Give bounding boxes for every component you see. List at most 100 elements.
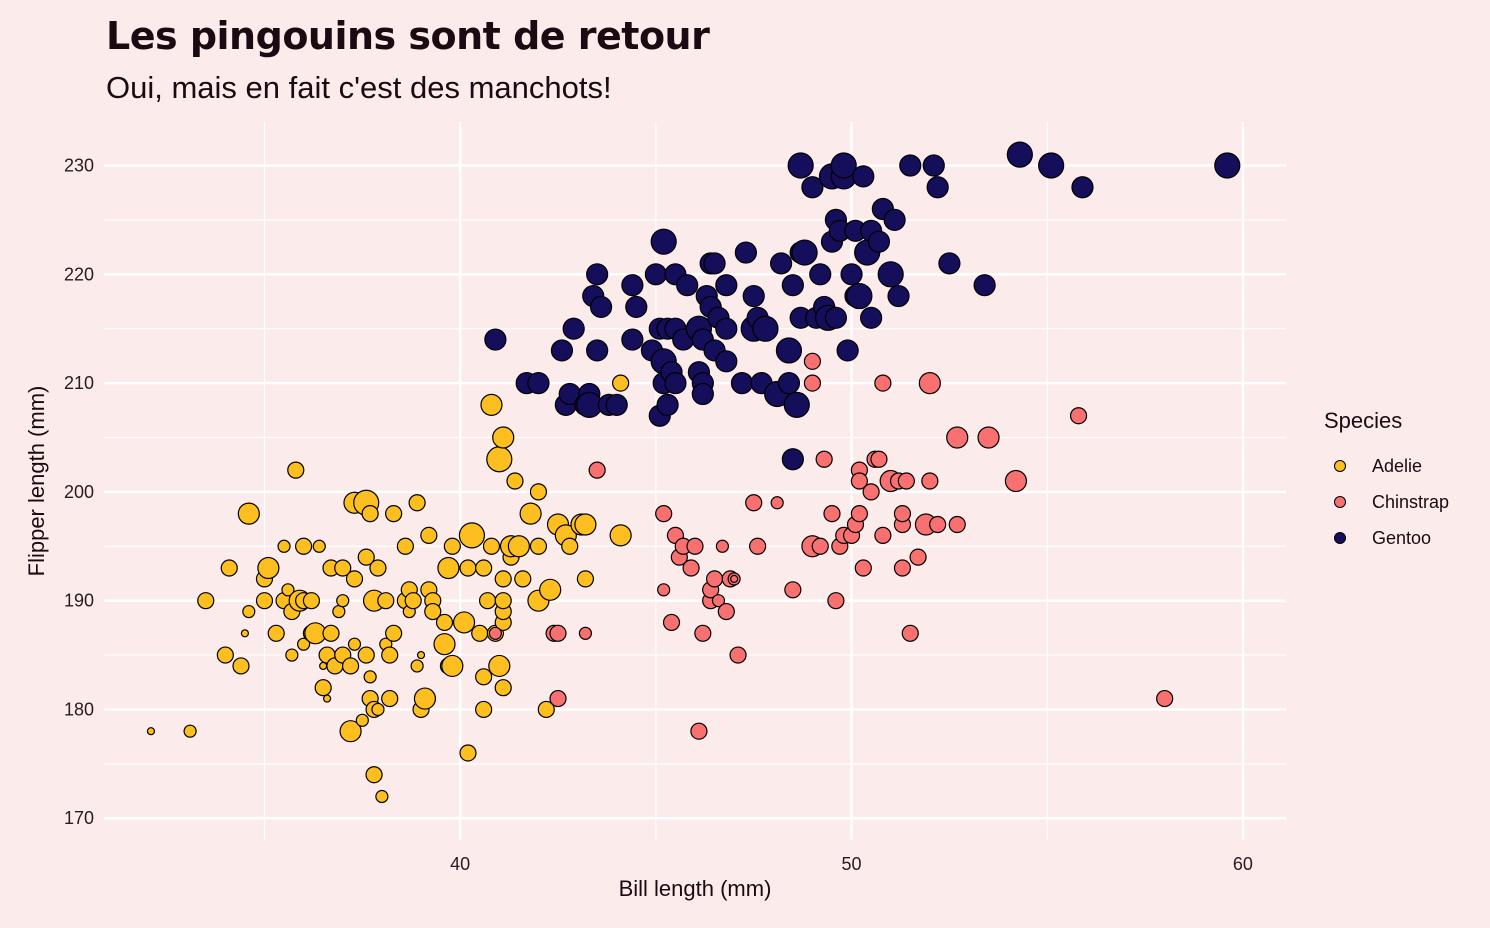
data-point [770,496,784,510]
data-point [783,391,810,418]
y-tick-label: 170 [64,808,94,828]
y-tick-label: 190 [64,591,94,611]
data-point [385,624,403,642]
data-point [901,624,919,642]
data-point [887,284,910,308]
data-point [815,450,833,468]
data-point [921,472,939,490]
data-point [302,592,321,610]
data-point [381,646,399,664]
data-point [441,654,464,678]
data-point [625,295,648,319]
data-point [1156,689,1174,708]
data-point [650,228,677,255]
data-point [711,594,726,608]
data-point [314,679,332,697]
data-point [922,154,945,177]
data-point [867,230,891,253]
legend-label: Chinstrap [1372,491,1450,512]
data-point [775,337,803,364]
data-point [662,613,681,632]
data-point [494,570,512,588]
data-point [488,626,502,640]
data-point [686,537,704,555]
data-point [334,559,352,577]
data-point [285,648,299,662]
data-point [506,472,524,490]
data-point [803,374,822,392]
y-tick-label: 180 [64,699,94,719]
data-point [948,515,966,534]
data-point [578,626,593,640]
data-point [691,382,714,406]
data-point [408,494,426,512]
data-point [361,505,379,523]
data-point [357,548,375,566]
data-point [484,328,507,351]
chart-title: Les pingouins sont de retour [106,14,710,58]
data-point [377,592,395,610]
data-point [561,537,579,555]
data-point [287,461,305,479]
data-point [612,374,630,392]
x-tick-label: 50 [842,854,862,874]
data-point [458,522,486,549]
data-point [369,559,387,577]
data-point [480,393,503,416]
y-tick-label: 220 [64,264,94,284]
data-point [385,505,403,523]
data-point [240,629,250,638]
data-point [803,352,822,370]
data-point [918,371,941,395]
data-point [494,592,512,610]
data-point [777,371,801,395]
data-point [784,581,802,599]
data-point [494,679,512,697]
data-point [529,483,548,501]
data-point [770,252,793,275]
data-point [339,720,362,743]
data-point [396,537,414,555]
data-point [237,502,260,525]
data-point [745,494,763,512]
data-point [550,339,574,362]
data-point [562,317,585,340]
data-point [519,502,542,525]
data-point [605,393,628,416]
data-point [539,578,562,601]
data-point [475,559,493,577]
data-point [621,328,644,351]
data-point [1069,407,1088,425]
data-point [576,570,595,588]
data-point [410,659,424,673]
data-point [459,559,477,577]
data-point [801,176,824,199]
data-point [809,263,832,286]
data-point [459,744,477,762]
y-tick-label: 230 [64,156,94,176]
data-point [416,650,426,660]
data-point [909,548,927,566]
legend-label: Adelie [1372,455,1423,476]
data-point [946,426,969,449]
data-point [852,165,875,188]
data-point [850,505,868,523]
data-point [929,515,947,534]
axes: 40 50 60 170 180 190 200 210 220 230 Bill length (… [24,156,1253,901]
data-point [281,583,295,597]
data-point [257,556,280,580]
data-point [507,535,530,558]
data-point [424,602,442,621]
data-point [676,274,699,297]
y-axis-title: Flipper length (mm) [24,386,49,577]
data-point [854,559,872,577]
data-point [435,613,454,632]
data-point [656,393,679,416]
data-point [893,505,912,523]
chart-subtitle: Oui, mais en fait c'est des manchots! [106,70,612,105]
data-point [1038,152,1065,179]
data-point [267,624,285,642]
data-point [355,713,369,727]
series-gentoo [484,141,1241,471]
